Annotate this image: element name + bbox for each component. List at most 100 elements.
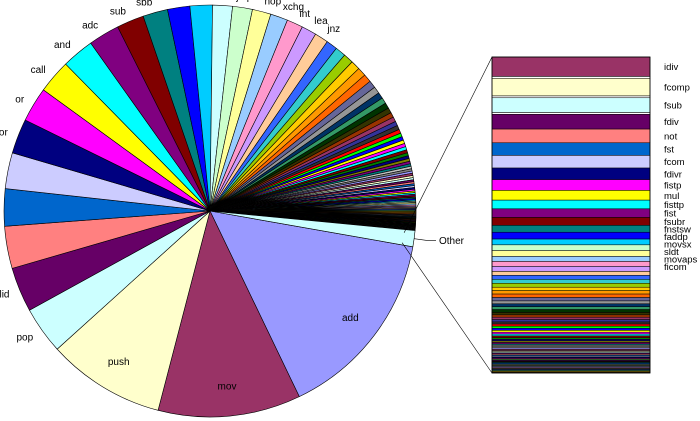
pie-label-pop: pop	[17, 332, 34, 343]
bar-label-fcomp: fcomp	[664, 83, 690, 94]
bar-segment-fnstsw	[491, 225, 651, 233]
bar-segment-minor-34	[491, 306, 651, 310]
bar-segment-minor-35	[491, 309, 651, 313]
pie-slice-push	[56, 210, 211, 411]
bar-label-movsx: movsx	[664, 239, 692, 250]
pie-label-call: call	[31, 65, 46, 76]
bar-segment-minor-3	[491, 95, 651, 99]
pie-label-jnz: jnz	[326, 24, 340, 35]
bar-segment-movaps	[491, 250, 651, 257]
bar-outline	[491, 56, 651, 374]
pie-chart	[3, 4, 417, 418]
bar-segment-idiv	[491, 56, 651, 77]
bar-label-movaps: movaps	[664, 254, 698, 265]
connector-top	[403, 56, 493, 233]
bar-segment-fdivr	[491, 167, 651, 180]
bar-label-not: not	[664, 131, 678, 142]
bar-label-fistp: fistp	[664, 181, 681, 192]
pie-label-adc: adc	[82, 21, 98, 32]
bar-label-fst: fst	[664, 145, 674, 156]
bar-label-fist: fist	[664, 209, 677, 220]
pie-label-nop: nop	[265, 0, 282, 7]
bar-segment-minor-41	[491, 323, 651, 327]
bar-segment-fistp	[491, 179, 651, 191]
pie-label-lea: lea	[314, 16, 328, 27]
pie-label-push: push	[108, 357, 130, 368]
connector-lines	[401, 56, 493, 374]
bar-segment-sldt	[491, 244, 651, 251]
other-breakdown-labels: idiv fcomp fsub fdiv not fstfcomfdivrfistpmul…	[664, 62, 698, 273]
bar-segment-fcomp	[491, 78, 651, 97]
bar-segment-faddp	[491, 231, 651, 240]
pie-label-jz: jz	[196, 0, 204, 1]
bar-segment-minor-22	[491, 261, 651, 267]
bar-segment-minor-28	[491, 286, 651, 291]
bar-segment-minor-32	[491, 300, 651, 305]
pie-label-xor: xor	[0, 128, 8, 139]
other-breakdown-bar	[491, 56, 651, 374]
pie-label-invalid: invalid	[0, 290, 10, 301]
bar-segment-minor-31	[491, 297, 651, 302]
pie-label-or: or	[15, 94, 25, 105]
pie-label-sbb: sbb	[136, 0, 153, 8]
bar-label-fsub: fsub	[664, 101, 682, 112]
bar-segment-minor-36	[491, 312, 651, 316]
bar-segment-not	[491, 128, 651, 144]
pie-label-int3: int3	[169, 0, 186, 3]
bar-label-faddp: faddp	[664, 232, 688, 243]
bar-segment-fsub	[491, 97, 651, 113]
bar-segment-mul	[491, 190, 651, 201]
bar-segment-ficom	[491, 256, 651, 262]
pie-label-and: and	[54, 40, 71, 51]
bar-segment-minor-27	[491, 283, 651, 288]
bar-label-sldt: sldt	[664, 247, 679, 258]
bar-segment-minor-24	[491, 271, 651, 276]
bar-segment-minor-44	[491, 330, 651, 333]
pie-label-int: int	[300, 9, 311, 20]
other-leader-line	[414, 238, 436, 241]
bar-label-fcom: fcom	[664, 157, 685, 168]
bar-segment-minor-45	[491, 331, 651, 335]
bar-label-fdivr: fdivr	[664, 169, 682, 180]
pie-slice-add	[209, 210, 414, 397]
bar-label-fsubr: fsubr	[664, 217, 685, 228]
bar-label-fnstsw: fnstsw	[664, 224, 691, 235]
bar-segment-minor-46	[491, 333, 651, 337]
bar-segment-fisttp	[491, 199, 651, 210]
bar-segment-minor-33	[491, 303, 651, 307]
bar-segment-fcom	[491, 155, 651, 169]
bar-segment-minor-25	[491, 275, 651, 280]
bar-segment-minor-40	[491, 321, 651, 325]
bar-segment-minor-43	[491, 328, 651, 331]
bar-segment-minor-29	[491, 290, 651, 295]
bar-segment-minor-38	[491, 316, 651, 320]
pie-label-test: test	[215, 0, 231, 1]
bar-segment-minor-37	[491, 314, 651, 318]
pie-labels: addmovpushpopinvalidcmpdecincxororcallan…	[0, 0, 465, 393]
bar-label-fdiv: fdiv	[664, 117, 679, 128]
connector-bottom	[401, 242, 493, 374]
bar-label-idiv: idiv	[664, 62, 679, 73]
pie-label-mov: mov	[218, 382, 237, 393]
bar-segment-minor-1	[491, 76, 651, 79]
bar-segment-movsx	[491, 238, 651, 246]
bar-segment-minor-5	[491, 112, 651, 115]
bar-label-ficom: ficom	[664, 262, 687, 273]
pie-label-xchg: xchg	[283, 2, 304, 13]
bar-segment-minor-47	[491, 335, 651, 338]
bar-segment-minor-26	[491, 279, 651, 284]
bar-label-mul: mul	[664, 191, 679, 202]
bar-segment-minor-42	[491, 325, 651, 329]
bar-label-fisttp: fisttp	[664, 200, 684, 211]
bar-segment-minor-23	[491, 266, 651, 272]
pie-label-other: Other	[439, 236, 465, 247]
pie-label-add: add	[342, 313, 359, 324]
pie-slice-mov	[157, 210, 300, 418]
pie-label-jmp: jmp	[235, 0, 253, 3]
bar-segment-minor-39	[491, 319, 651, 323]
bar-segment-fdiv	[491, 114, 651, 130]
bar-segment-minor-30	[491, 293, 651, 298]
pie-label-sub: sub	[110, 6, 127, 17]
bar-segment-fst	[491, 142, 651, 156]
